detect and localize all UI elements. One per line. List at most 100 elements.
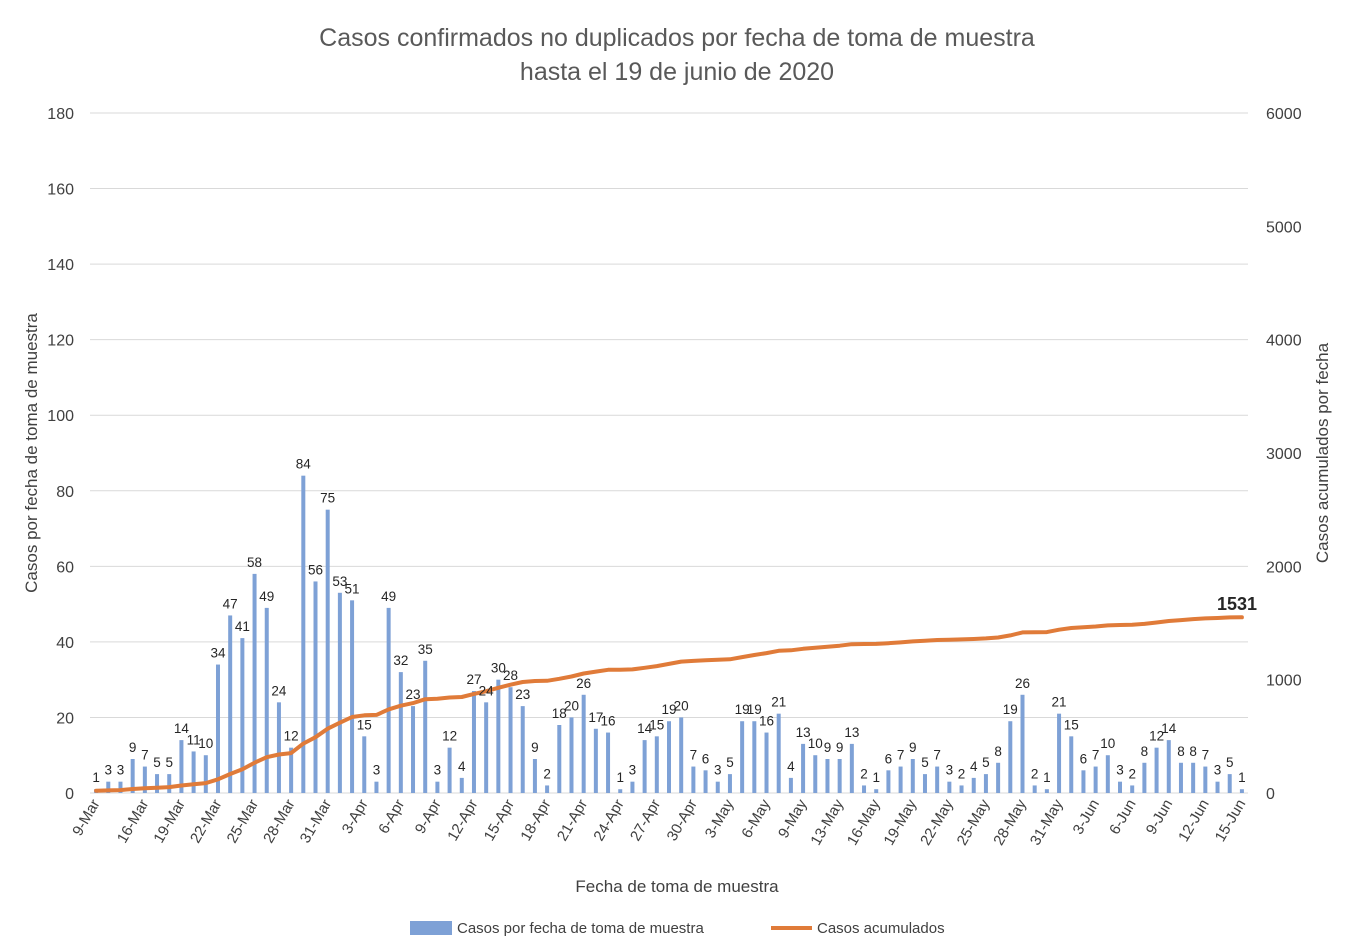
bar-data-label: 14: [637, 721, 653, 736]
bar-data-label: 9: [909, 740, 917, 755]
bar: [301, 475, 306, 793]
bar: [898, 766, 903, 793]
bar: [788, 777, 793, 793]
bar: [764, 732, 769, 793]
bar-data-label: 18: [552, 706, 567, 721]
bar: [1081, 770, 1086, 793]
bar-data-label: 14: [174, 721, 190, 736]
bar: [862, 785, 867, 793]
bar-data-label: 84: [296, 457, 312, 472]
bar: [167, 774, 172, 793]
bar-data-label: 5: [982, 755, 990, 770]
y2-tick-label: 5000: [1266, 219, 1302, 236]
bar-data-label: 10: [808, 736, 823, 751]
bar-data-label: 10: [198, 736, 213, 751]
bar-data-label: 3: [629, 763, 637, 778]
bar: [276, 702, 281, 793]
bar: [435, 781, 440, 793]
bar-data-label: 49: [381, 589, 396, 604]
bar-data-label: 16: [759, 714, 774, 729]
bar: [398, 672, 403, 793]
bar-data-label: 2: [1031, 766, 1039, 781]
bar: [1118, 781, 1123, 793]
bar-data-label: 8: [1141, 744, 1149, 759]
bar: [996, 762, 1001, 793]
bar: [618, 789, 623, 793]
y2-tick-label: 1000: [1266, 673, 1302, 690]
bar: [471, 691, 476, 793]
y2-tick-label: 3000: [1266, 446, 1302, 463]
bar-data-label: 26: [1015, 676, 1030, 691]
bar-data-label: 6: [885, 751, 893, 766]
bar: [740, 721, 745, 793]
y-tick-label: 80: [56, 484, 74, 501]
bar-data-label: 7: [897, 748, 905, 763]
bar-data-label: 8: [1177, 744, 1185, 759]
bar-data-label: 8: [994, 744, 1002, 759]
bar: [142, 766, 147, 793]
y-tick-label: 40: [56, 635, 74, 652]
bar: [155, 774, 160, 793]
bar: [715, 781, 720, 793]
bar-data-label: 23: [406, 687, 421, 702]
y-tick-label: 100: [47, 408, 74, 425]
bar-data-label: 19: [1003, 702, 1018, 717]
bar: [557, 725, 562, 793]
bar: [874, 789, 879, 793]
y2-axis-title: Casos acumulados por fecha: [1313, 342, 1332, 563]
bar-data-label: 21: [1052, 695, 1067, 710]
bar-data-label: 17: [588, 710, 603, 725]
bar-data-label: 16: [601, 714, 616, 729]
bar: [971, 777, 976, 793]
bar: [313, 581, 318, 793]
y2-tick-label: 4000: [1266, 333, 1302, 350]
bar: [1178, 762, 1183, 793]
bar-data-label: 14: [1161, 721, 1177, 736]
bar-data-label: 13: [796, 725, 811, 740]
bar: [350, 600, 355, 793]
bar: [679, 717, 684, 793]
bar: [1032, 785, 1037, 793]
bar: [959, 785, 964, 793]
bar: [374, 781, 379, 793]
legend-bar-label: Casos por fecha de toma de muestra: [457, 920, 704, 937]
bar: [922, 774, 927, 793]
bar: [1215, 781, 1220, 793]
y-tick-label: 140: [47, 257, 74, 274]
bar: [983, 774, 988, 793]
bar-data-label: 7: [1202, 748, 1210, 763]
bar: [776, 713, 781, 793]
bar: [630, 781, 635, 793]
bar: [837, 759, 842, 793]
bar: [654, 736, 659, 793]
bar-data-label: 12: [1149, 729, 1164, 744]
bar: [606, 732, 611, 793]
bar-data-label: 4: [787, 759, 795, 774]
bar: [1227, 774, 1232, 793]
gridlines: [90, 112, 1248, 794]
bar-data-label: 30: [491, 661, 506, 676]
bar: [825, 759, 830, 793]
bar: [1044, 789, 1049, 793]
bar-data-label: 3: [434, 763, 442, 778]
bar: [362, 736, 367, 793]
line-series: [94, 615, 1244, 793]
bar-data-label: 27: [466, 672, 481, 687]
bar-data-label: 10: [1100, 736, 1115, 751]
bar-data-label: 13: [844, 725, 859, 740]
y-tick-label: 180: [47, 106, 74, 123]
bar-data-label: 5: [921, 755, 929, 770]
bar-data-label: 5: [153, 755, 161, 770]
bar-data-label: 11: [187, 732, 201, 747]
bar-data-label: 24: [479, 683, 495, 698]
bar: [215, 664, 220, 793]
bar-data-label: 4: [970, 759, 978, 774]
bar: [484, 702, 489, 793]
bar-data-label: 28: [503, 668, 518, 683]
bar: [691, 766, 696, 793]
bar: [411, 706, 416, 793]
bar-data-label: 3: [946, 763, 954, 778]
